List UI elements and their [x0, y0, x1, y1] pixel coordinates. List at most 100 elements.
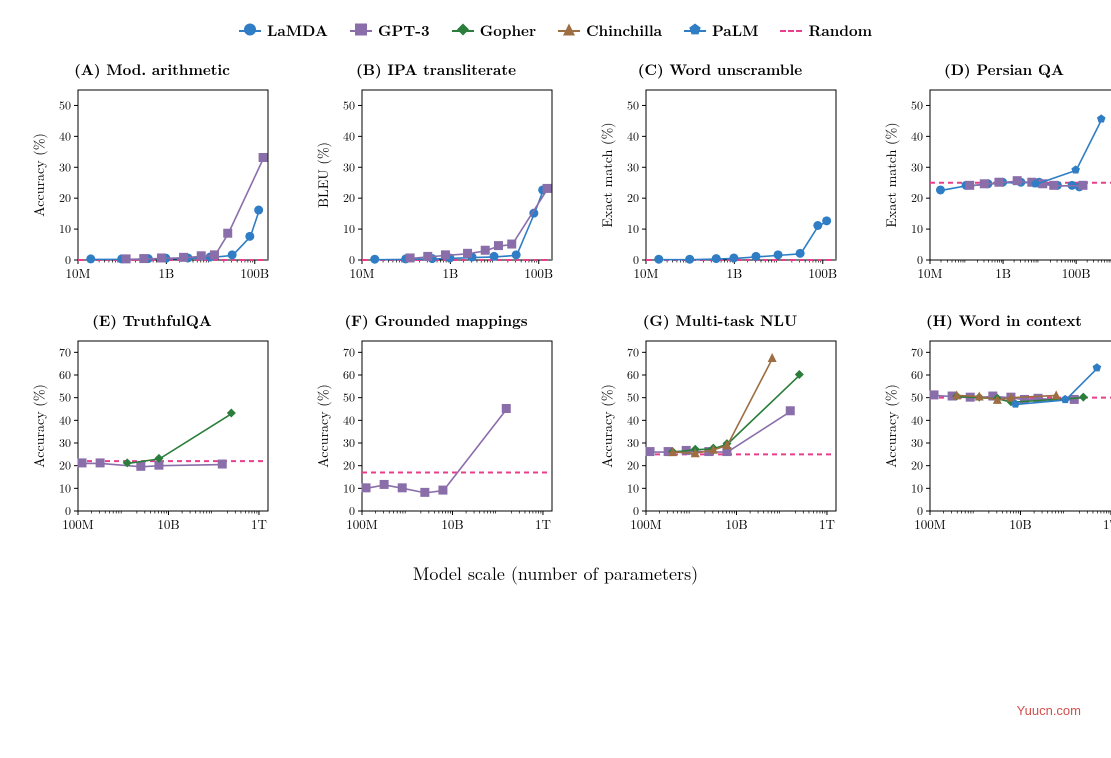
svg-text:20: 20 — [911, 457, 923, 474]
svg-text:Exact match (%): Exact match (%) — [882, 122, 901, 227]
svg-text:100B: 100B — [1062, 263, 1091, 282]
svg-text:20: 20 — [59, 457, 71, 474]
svg-text:20: 20 — [627, 457, 639, 474]
legend-item-gpt-3: GPT-3 — [350, 20, 430, 41]
svg-text:10B: 10B — [725, 514, 747, 533]
svg-text:10: 10 — [343, 479, 355, 496]
svg-text:Accuracy (%): Accuracy (%) — [598, 384, 617, 468]
svg-text:Accuracy (%): Accuracy (%) — [314, 384, 333, 468]
svg-text:1T: 1T — [251, 514, 267, 533]
panel-title: (G) Multi-task NLU — [598, 310, 842, 331]
svg-text:Exact match (%): Exact match (%) — [598, 122, 617, 227]
svg-text:100B: 100B — [240, 263, 269, 282]
legend-label: GPT-3 — [378, 20, 430, 41]
svg-text:40: 40 — [343, 411, 355, 428]
svg-text:30: 30 — [343, 434, 355, 451]
legend-item-random: Random — [780, 20, 872, 41]
svg-text:30: 30 — [627, 158, 639, 175]
svg-text:50: 50 — [627, 389, 639, 406]
plot-area: 010203040506070Accuracy (%)100M10B1T — [882, 335, 1111, 541]
svg-text:Accuracy (%): Accuracy (%) — [30, 133, 49, 217]
svg-text:50: 50 — [911, 96, 923, 113]
svg-text:1T: 1T — [1103, 514, 1111, 533]
legend-item-lamda: LaMDA — [239, 20, 328, 41]
plot-area: 010203040506070Accuracy (%)100M10B1T — [598, 335, 842, 541]
plot-area: 010203040506070Accuracy (%)100M10B1T — [30, 335, 274, 541]
panel-H: (H) Word in context010203040506070Accura… — [882, 310, 1111, 541]
svg-text:20: 20 — [627, 189, 639, 206]
svg-text:Accuracy (%): Accuracy (%) — [30, 384, 49, 468]
svg-text:30: 30 — [343, 158, 355, 175]
panel-title: (C) Word unscramble — [598, 59, 842, 80]
svg-text:100M: 100M — [630, 514, 662, 533]
svg-text:10: 10 — [627, 479, 639, 496]
plot-area: 01020304050Exact match (%)10M1B100B — [882, 84, 1111, 290]
svg-text:10M: 10M — [634, 263, 659, 282]
svg-text:10: 10 — [627, 220, 639, 237]
svg-text:70: 70 — [911, 343, 923, 360]
svg-text:50: 50 — [627, 96, 639, 113]
svg-text:40: 40 — [627, 127, 639, 144]
panel-title: (F) Grounded mappings — [314, 310, 558, 331]
svg-text:10M: 10M — [350, 263, 375, 282]
plot-area: 010203040506070Accuracy (%)100M10B1T — [314, 335, 558, 541]
svg-text:50: 50 — [343, 96, 355, 113]
svg-text:10: 10 — [59, 220, 71, 237]
svg-text:40: 40 — [59, 127, 71, 144]
svg-text:100M: 100M — [62, 514, 94, 533]
panel-B: (B) IPA transliterate01020304050BLEU (%)… — [314, 59, 558, 290]
svg-text:10B: 10B — [1009, 514, 1031, 533]
svg-text:60: 60 — [911, 366, 923, 383]
svg-text:100B: 100B — [524, 263, 553, 282]
svg-text:1B: 1B — [443, 263, 459, 282]
plot-area: 01020304050BLEU (%)10M1B100B — [314, 84, 558, 290]
legend-label: LaMDA — [267, 20, 328, 41]
panel-G: (G) Multi-task NLU010203040506070Accurac… — [598, 310, 842, 541]
legend: LaMDAGPT-3GopherChinchillaPaLMRandom — [30, 20, 1081, 41]
svg-text:10: 10 — [911, 220, 923, 237]
panel-title: (B) IPA transliterate — [314, 59, 558, 80]
legend-label: Gopher — [480, 20, 536, 41]
svg-text:30: 30 — [627, 434, 639, 451]
panel-C: (C) Word unscramble01020304050Exact matc… — [598, 59, 842, 290]
svg-text:Accuracy (%): Accuracy (%) — [882, 384, 901, 468]
svg-text:50: 50 — [59, 96, 71, 113]
svg-text:50: 50 — [59, 389, 71, 406]
svg-text:10: 10 — [911, 479, 923, 496]
svg-text:100M: 100M — [346, 514, 378, 533]
plot-area: 01020304050Accuracy (%)10M1B100B — [30, 84, 274, 290]
panel-grid: (A) Mod. arithmetic01020304050Accuracy (… — [30, 59, 1081, 541]
x-axis-label: Model scale (number of parameters) — [30, 561, 1081, 586]
legend-item-chinchilla: Chinchilla — [558, 20, 662, 41]
svg-text:1T: 1T — [819, 514, 835, 533]
svg-text:10B: 10B — [441, 514, 463, 533]
svg-text:100B: 100B — [808, 263, 837, 282]
panel-title: (E) TruthfulQA — [30, 310, 274, 331]
svg-text:70: 70 — [627, 343, 639, 360]
svg-text:70: 70 — [343, 343, 355, 360]
svg-text:70: 70 — [59, 343, 71, 360]
svg-text:50: 50 — [343, 389, 355, 406]
panel-title: (A) Mod. arithmetic — [30, 59, 274, 80]
svg-text:20: 20 — [911, 189, 923, 206]
legend-label: Chinchilla — [586, 20, 662, 41]
svg-text:40: 40 — [627, 411, 639, 428]
panel-E: (E) TruthfulQA010203040506070Accuracy (%… — [30, 310, 274, 541]
watermark: Yuucn.com — [1017, 703, 1081, 718]
svg-text:100M: 100M — [914, 514, 946, 533]
plot-area: 01020304050Exact match (%)10M1B100B — [598, 84, 842, 290]
legend-label: Random — [808, 20, 872, 41]
svg-text:10B: 10B — [157, 514, 179, 533]
panel-F: (F) Grounded mappings010203040506070Accu… — [314, 310, 558, 541]
svg-text:40: 40 — [911, 411, 923, 428]
svg-text:40: 40 — [911, 127, 923, 144]
svg-text:60: 60 — [627, 366, 639, 383]
svg-text:1B: 1B — [727, 263, 743, 282]
svg-text:30: 30 — [911, 434, 923, 451]
svg-text:40: 40 — [59, 411, 71, 428]
svg-text:40: 40 — [343, 127, 355, 144]
svg-text:1B: 1B — [159, 263, 175, 282]
svg-text:BLEU (%): BLEU (%) — [314, 142, 333, 208]
svg-text:1B: 1B — [995, 263, 1011, 282]
svg-text:20: 20 — [343, 189, 355, 206]
